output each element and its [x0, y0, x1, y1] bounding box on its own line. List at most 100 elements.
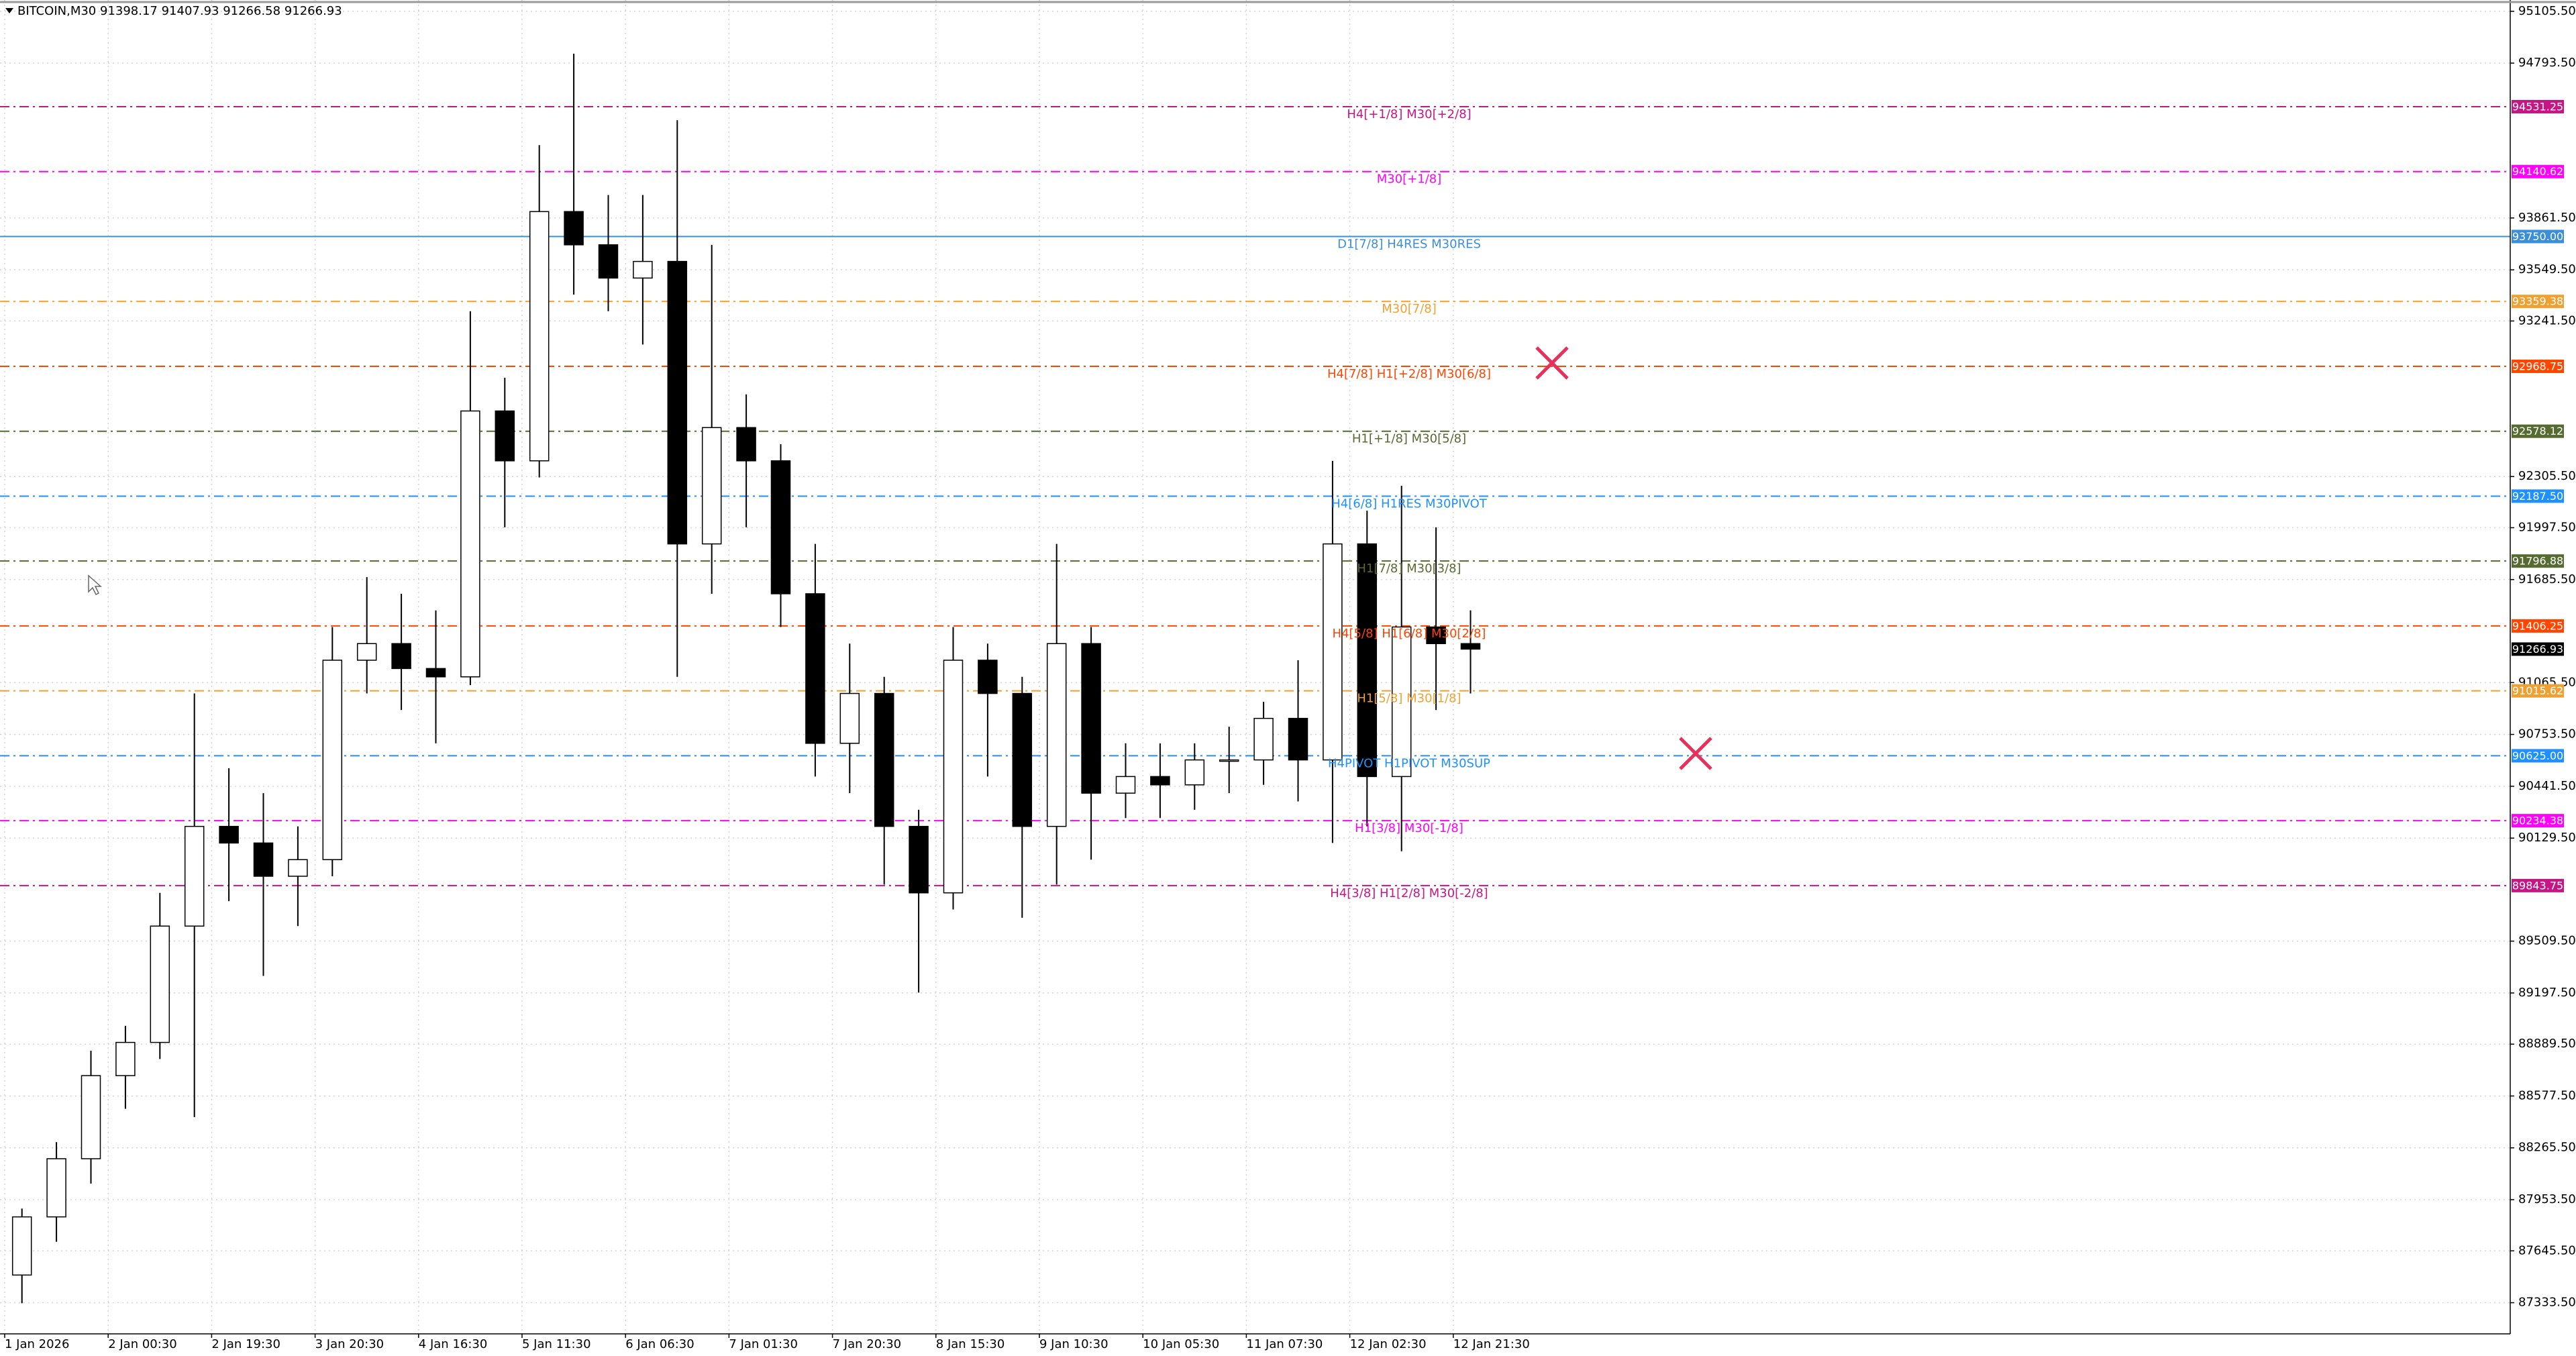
candle-body	[529, 211, 550, 462]
delete-mark[interactable]	[1679, 737, 1712, 770]
candle-body	[253, 842, 274, 877]
level-label: M30[+1/8]	[1377, 172, 1442, 187]
y-tick-label: 90129.50	[2518, 831, 2576, 845]
x-tick-label: 7 Jan 01:30	[729, 1337, 798, 1351]
x-tick-label: 8 Jan 15:30	[936, 1337, 1005, 1351]
level-price-box	[2512, 554, 2564, 568]
x-tick-label: 11 Jan 07:30	[1246, 1337, 1323, 1351]
y-tick-label: 93549.50	[2518, 262, 2576, 276]
level-price-label: 90625.00	[2512, 749, 2563, 762]
level-label: H4PIVOT H1PIVOT M30SUP	[1328, 756, 1490, 770]
level-price-label: 94531.25	[2512, 100, 2563, 113]
level-price-label: 89843.75	[2512, 879, 2563, 892]
y-tick-label: 91997.50	[2518, 520, 2576, 534]
y-tick-label: 88265.50	[2518, 1141, 2576, 1155]
x-tick-label: 2 Jan 00:30	[108, 1337, 177, 1351]
level-label: H1[+1/8] M30[5/8]	[1352, 432, 1466, 446]
x-tick-label: 4 Jan 16:30	[419, 1337, 488, 1351]
level-label: M30[7/8]	[1382, 302, 1436, 316]
candle-body	[11, 1216, 32, 1276]
y-tick-label: 91685.50	[2518, 572, 2576, 586]
candle-body	[1081, 643, 1101, 794]
y-tick-label: 92305.50	[2518, 469, 2576, 483]
level-label: H4[7/8] H1[+2/8] M30[6/8]	[1327, 367, 1491, 381]
level-label: H4[+1/8] M30[+2/8]	[1347, 107, 1471, 121]
current-price-box	[2512, 642, 2564, 656]
candle-body	[1357, 543, 1378, 778]
candle-body	[1046, 643, 1067, 827]
candle-body	[495, 410, 515, 462]
grid-layer	[0, 0, 2510, 1334]
candle-body	[1253, 717, 1274, 761]
candle-body	[391, 643, 411, 670]
candle-body	[701, 427, 722, 545]
delete-mark[interactable]	[1535, 346, 1569, 380]
candle-body	[564, 211, 584, 246]
y-tick-label: 95105.50	[2518, 4, 2576, 18]
candle-body	[633, 260, 653, 279]
candle-body	[1219, 759, 1239, 762]
x-tick-label: 12 Jan 21:30	[1453, 1337, 1530, 1351]
level-price-box	[2512, 489, 2564, 503]
x-tick-label: 10 Jan 05:30	[1143, 1337, 1219, 1351]
level-price-label: 91015.62	[2512, 684, 2563, 697]
y-tick-label: 88889.50	[2518, 1037, 2576, 1051]
y-tick-label: 87645.50	[2518, 1243, 2576, 1257]
levels-layer	[0, 105, 2510, 886]
candle-body	[978, 660, 998, 694]
x-tick-label: 6 Jan 06:30	[625, 1337, 694, 1351]
level-price-label: 92968.75	[2512, 360, 2563, 372]
candle-body	[150, 925, 170, 1043]
level-price-box	[2512, 99, 2564, 113]
level-label: H4[6/8] H1RES M30PIVOT	[1331, 497, 1488, 511]
level-price-box	[2512, 878, 2564, 892]
candle-body	[425, 668, 446, 678]
y-tick-label: 87953.50	[2518, 1192, 2576, 1206]
y-tick-label: 90441.50	[2518, 779, 2576, 793]
level-price-box	[2512, 424, 2564, 438]
mouse-cursor	[88, 574, 102, 596]
candle-body	[839, 692, 860, 744]
candle-body	[322, 660, 343, 860]
x-tick-label: 5 Jan 11:30	[522, 1337, 591, 1351]
candle-body	[46, 1158, 66, 1218]
level-price-label: 91796.88	[2512, 555, 2563, 568]
y-tick-label: 87333.50	[2518, 1296, 2576, 1310]
labels-layer: 95105.50 94793.50 93861.50 93549.50 93241.50…	[4, 4, 2576, 1351]
menu-triangle[interactable]	[5, 8, 13, 13]
level-price-box	[2512, 619, 2564, 633]
candle-body	[736, 427, 756, 462]
current-price-label: 91266.93	[2512, 643, 2563, 656]
level-price-label: 94140.62	[2512, 165, 2563, 178]
y-tick-label: 90753.50	[2518, 727, 2576, 741]
y-tick-label: 93241.50	[2518, 313, 2576, 327]
candle-body	[115, 1041, 136, 1076]
candle-body	[943, 660, 964, 894]
candle-body	[874, 692, 894, 827]
level-price-box	[2512, 814, 2564, 828]
candle-body	[770, 460, 791, 594]
candle-body	[184, 825, 205, 927]
level-price-label: 90234.38	[2512, 815, 2563, 827]
candle-body	[1012, 692, 1033, 827]
level-price-label: 92578.12	[2512, 425, 2563, 437]
candle-body	[805, 593, 825, 744]
level-price-box	[2512, 229, 2564, 244]
level-label: H1[5/8] M30[1/8]	[1357, 692, 1461, 706]
candle-body	[598, 244, 619, 279]
candle-body	[356, 643, 377, 661]
level-label: H4[5/8] H1[6/8] M30[2/8]	[1333, 627, 1486, 641]
candle-body	[288, 859, 308, 877]
candle-body	[1184, 759, 1205, 786]
x-tick-label: 9 Jan 10:30	[1039, 1337, 1109, 1351]
candle-body	[1460, 643, 1481, 650]
level-price-label: 93750.00	[2512, 230, 2563, 243]
y-tick-label: 89197.50	[2518, 986, 2576, 1000]
level-price-box	[2512, 684, 2564, 698]
x-tick-label: 1 Jan 2026	[5, 1337, 69, 1351]
level-price-label: 91406.25	[2512, 619, 2563, 632]
level-price-label: 92187.50	[2512, 490, 2563, 503]
